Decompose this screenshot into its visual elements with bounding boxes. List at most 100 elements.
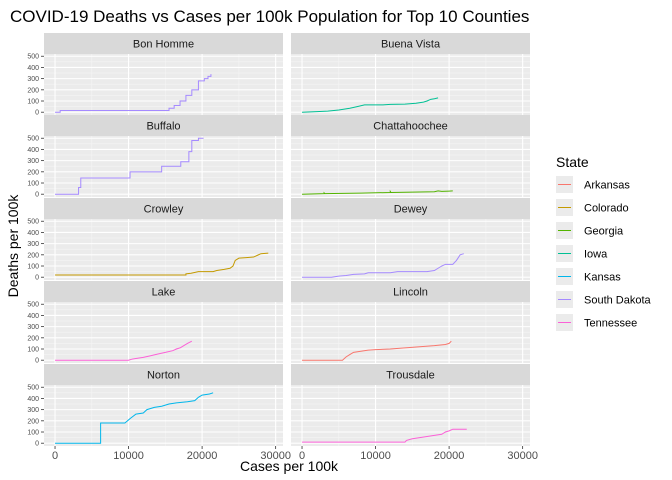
- series-line-trousdale: [302, 428, 467, 443]
- series-line-buffalo: [55, 137, 204, 195]
- series-line-lincoln: [302, 340, 452, 361]
- panel-strip-label-chattahoochee: Chattahoochee: [373, 121, 448, 133]
- facet-panels: Bon Homme 0 100 200 300 400 500 Buena Vista Buff…: [27, 33, 530, 448]
- legend-item-tennessee: Tennessee: [556, 314, 637, 331]
- panel-strip-label-buena-vista: Buena Vista: [381, 39, 441, 51]
- series-line-crowley: [55, 252, 269, 276]
- panel-dewey: Dewey: [291, 198, 530, 280]
- y-tick-label: 200: [27, 169, 39, 176]
- legend-label: South Dakota: [584, 295, 652, 307]
- x-axis-title: Cases per 100k: [240, 458, 339, 474]
- legend-item-south-dakota: South Dakota: [556, 291, 652, 308]
- panel-strip-bon-homme: [44, 33, 283, 54]
- y-tick-label: 400: [27, 230, 39, 237]
- legend-label: Georgia: [584, 226, 624, 238]
- x-tick-label: 0: [299, 450, 305, 462]
- legend-label: Kansas: [584, 272, 621, 284]
- series-line-buena-vista: [302, 97, 439, 113]
- y-tick-label: 400: [27, 65, 39, 72]
- legend-item-georgia: Georgia: [556, 222, 624, 239]
- legend-item-arkansas: Arkansas: [556, 176, 630, 193]
- y-tick-label: 500: [27, 385, 39, 392]
- x-tick-label: 20000: [434, 450, 465, 462]
- panel-strip-label-trousdale: Trousdale: [386, 370, 435, 382]
- y-tick-label: 0: [35, 110, 39, 117]
- legend-label: Tennessee: [584, 318, 637, 330]
- panel-crowley: Crowley 0 100 200 300 400 500: [27, 198, 283, 282]
- panel-strip-label-lake: Lake: [152, 287, 176, 299]
- x-tick-label: 20000: [187, 450, 218, 462]
- series-line-lake: [55, 340, 193, 361]
- panel-lake: Lake 0 100 200 300 400 500: [27, 281, 283, 365]
- panel-strip-norton: [44, 364, 283, 385]
- y-tick-label: 100: [27, 347, 39, 354]
- y-tick-label: 300: [27, 241, 39, 248]
- legend-title: State: [556, 154, 589, 170]
- panel-strip-trousdale: [291, 364, 530, 385]
- legend-item-colorado: Colorado: [556, 199, 629, 216]
- panel-lincoln: Lincoln: [291, 281, 530, 363]
- panel-strip-crowley: [44, 198, 283, 219]
- legend-label: Colorado: [584, 203, 629, 215]
- panel-chattahoochee: Chattahoochee: [291, 115, 530, 197]
- y-tick-label: 500: [27, 219, 39, 226]
- y-tick-label: 100: [27, 264, 39, 271]
- y-tick-label: 200: [27, 418, 39, 425]
- series-line-bon-homme: [55, 74, 212, 113]
- y-tick-label: 400: [27, 313, 39, 320]
- x-tick-label: 10000: [360, 450, 391, 462]
- legend-label: Arkansas: [584, 180, 630, 192]
- y-tick-label: 100: [27, 430, 39, 437]
- panel-strip-dewey: [291, 198, 530, 219]
- y-tick-label: 100: [27, 181, 39, 188]
- legend-item-kansas: Kansas: [556, 268, 621, 285]
- y-tick-label: 0: [35, 192, 39, 199]
- y-tick-label: 0: [35, 441, 39, 448]
- y-tick-label: 200: [27, 335, 39, 342]
- panel-strip-buffalo: [44, 115, 283, 136]
- x-tick-label: 0: [52, 450, 58, 462]
- series-line-dewey: [302, 253, 464, 278]
- panel-strip-label-buffalo: Buffalo: [146, 121, 180, 133]
- panel-strip-lake: [44, 281, 283, 302]
- panel-strip-lincoln: [291, 281, 530, 302]
- panel-buffalo: Buffalo 0 100 200 300 400 500: [27, 115, 283, 199]
- y-tick-label: 200: [27, 252, 39, 259]
- chart-title: COVID-19 Deaths vs Cases per 100k Popula…: [10, 7, 529, 26]
- panel-strip-label-lincoln: Lincoln: [393, 287, 428, 299]
- y-tick-label: 200: [27, 87, 39, 94]
- series-line-chattahoochee: [302, 189, 453, 195]
- y-tick-label: 0: [35, 275, 39, 282]
- x-tick-label: 30000: [507, 450, 538, 462]
- panel-strip-label-dewey: Dewey: [394, 204, 428, 216]
- panel-strip-buena-vista: [291, 33, 530, 54]
- y-tick-label: 300: [27, 76, 39, 83]
- panel-trousdale: Trousdale: [291, 364, 530, 446]
- y-tick-label: 500: [27, 54, 39, 61]
- legend-label: Iowa: [584, 249, 608, 261]
- legend-item-iowa: Iowa: [556, 245, 608, 262]
- x-tick-labels: 0 10000 20000 30000 0 10000 20000 30000: [52, 446, 538, 462]
- x-tick-label: 10000: [113, 450, 144, 462]
- panel-strip-chattahoochee: [291, 115, 530, 136]
- panel-bon-homme: Bon Homme 0 100 200 300 400 500: [27, 33, 283, 117]
- y-tick-label: 0: [35, 358, 39, 365]
- y-tick-label: 100: [27, 99, 39, 106]
- series-line-norton: [55, 392, 214, 444]
- panel-norton: Norton 0 100 200 300 400 500: [27, 364, 283, 448]
- x-tick-label: 30000: [260, 450, 291, 462]
- y-tick-label: 300: [27, 324, 39, 331]
- panel-strip-label-crowley: Crowley: [144, 204, 184, 216]
- y-tick-label: 300: [27, 407, 39, 414]
- panel-strip-label-norton: Norton: [147, 370, 180, 382]
- y-tick-label: 300: [27, 158, 39, 165]
- y-tick-label: 500: [27, 302, 39, 309]
- y-axis-title: Deaths per 100k: [5, 194, 21, 298]
- panel-strip-label-bon-homme: Bon Homme: [133, 39, 194, 51]
- panel-buena-vista: Buena Vista: [291, 33, 530, 115]
- y-tick-label: 500: [27, 136, 39, 143]
- y-tick-label: 400: [27, 396, 39, 403]
- legend: Arkansas Colorado Georgia Iowa Kansas South D…: [556, 176, 652, 331]
- y-tick-label: 400: [27, 147, 39, 154]
